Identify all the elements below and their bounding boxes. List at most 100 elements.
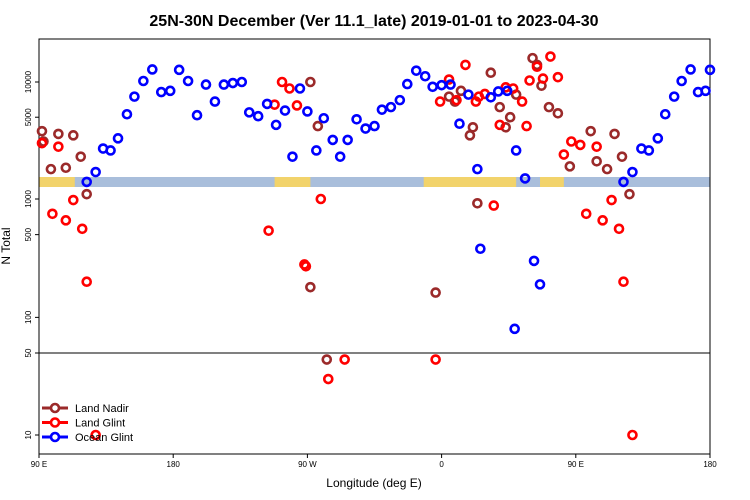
land-glint-legend-marker bbox=[49, 417, 61, 428]
ocean-glint-legend-marker bbox=[49, 431, 61, 443]
ocean-glint-point bbox=[302, 106, 313, 117]
land-nadir-point bbox=[616, 151, 628, 162]
ocean-glint-point bbox=[436, 79, 447, 91]
land-glint-point bbox=[339, 354, 350, 365]
ocean-glint-point bbox=[311, 145, 322, 156]
ocean-glint-point bbox=[173, 64, 185, 76]
land-nadir-point bbox=[53, 128, 64, 140]
ocean-glint-point bbox=[182, 75, 194, 87]
ocean-glint-point bbox=[492, 86, 504, 97]
ocean-glint-point bbox=[112, 133, 124, 144]
ocean-glint-point bbox=[121, 108, 133, 120]
ocean-glint-point bbox=[200, 79, 212, 90]
ocean-glint-point bbox=[252, 110, 264, 122]
ocean-glint-point bbox=[410, 65, 422, 76]
land-glint-point bbox=[451, 94, 462, 106]
land-glint-point bbox=[276, 76, 288, 88]
ocean-glint-point bbox=[227, 77, 239, 89]
land-nadir-point bbox=[305, 76, 316, 88]
land-glint-point bbox=[47, 208, 58, 220]
land-glint-legend-label: Land Glint bbox=[75, 418, 125, 430]
ocean-glint-point bbox=[618, 176, 629, 188]
y-tick-label: 500 bbox=[24, 227, 33, 241]
ocean-glint-point bbox=[287, 151, 298, 162]
ocean-glint-point bbox=[81, 176, 93, 188]
land-glint-point bbox=[322, 373, 334, 385]
land-nadir-point bbox=[36, 125, 48, 137]
ocean-glint-point bbox=[668, 91, 680, 102]
land-glint-point bbox=[516, 96, 528, 107]
land-nadir-point bbox=[467, 122, 479, 133]
y-axis-label: N Total bbox=[0, 227, 13, 264]
ocean-glint-point bbox=[261, 98, 273, 110]
ocean-glint-point bbox=[519, 173, 531, 184]
land-glint-point bbox=[494, 119, 506, 131]
ocean-glint-point bbox=[485, 91, 497, 103]
ocean-glint-point bbox=[652, 133, 664, 144]
land-glint-point bbox=[53, 141, 64, 152]
land-glint-point bbox=[488, 200, 500, 211]
ocean-glint-point bbox=[279, 105, 291, 116]
ocean-glint-point bbox=[454, 118, 465, 130]
land-nadir-point bbox=[494, 101, 506, 113]
ocean-glint-point bbox=[472, 163, 483, 175]
land-nadir-point bbox=[552, 108, 564, 119]
ocean-glint-point bbox=[236, 76, 248, 88]
land-nadir-point bbox=[601, 163, 613, 175]
land-glint-point bbox=[558, 149, 570, 160]
ocean-glint-point bbox=[659, 108, 671, 120]
land-band-segment bbox=[423, 177, 517, 187]
ocean-glint-point bbox=[209, 96, 221, 107]
land-glint-point bbox=[552, 71, 564, 83]
ocean-glint-point bbox=[419, 70, 431, 82]
land-glint-point bbox=[545, 51, 556, 62]
land-nadir-point bbox=[609, 128, 620, 140]
ocean-glint-point bbox=[394, 94, 406, 106]
y-tick-label: 5000 bbox=[24, 108, 33, 126]
land-band-segment bbox=[274, 177, 311, 187]
ocean-glint-point bbox=[155, 86, 167, 98]
ocean-glint-point bbox=[385, 101, 397, 113]
lower-panel-frame bbox=[38, 352, 711, 455]
ocean-glint-point bbox=[510, 145, 522, 156]
land-nadir-point bbox=[585, 125, 597, 137]
land-glint-point bbox=[531, 61, 543, 73]
land-glint-point bbox=[81, 276, 93, 288]
ocean-glint-point bbox=[342, 134, 353, 146]
land-nadir-point bbox=[75, 151, 87, 162]
land-nadir-point bbox=[312, 120, 324, 132]
land-nadir-legend-label: Land Nadir bbox=[75, 403, 129, 415]
land-glint-point bbox=[537, 73, 549, 84]
land-glint-point bbox=[460, 59, 471, 71]
ocean-glint-point bbox=[294, 83, 306, 94]
y-tick-label: 1000 bbox=[24, 190, 33, 208]
land-nadir-point bbox=[485, 67, 497, 79]
ocean-glint-point bbox=[334, 151, 346, 162]
data-points bbox=[36, 51, 716, 441]
ocean-glint-point bbox=[105, 145, 116, 156]
land-glint-point bbox=[263, 225, 274, 236]
x-axis-label: Longitude (deg E) bbox=[326, 476, 421, 490]
land-nadir-point bbox=[472, 197, 483, 209]
land-nadir-point bbox=[591, 156, 602, 167]
ocean-glint-point bbox=[627, 166, 638, 178]
x-tick-label: 180 bbox=[703, 460, 717, 469]
land-nadir-legend-marker bbox=[49, 402, 61, 414]
x-tick-label: 90 W bbox=[298, 460, 317, 469]
ocean-glint-point bbox=[138, 75, 149, 87]
ocean-glint-point bbox=[191, 109, 203, 121]
land-band-segment bbox=[540, 177, 564, 187]
y-tick-label: 50 bbox=[24, 348, 33, 357]
ocean-glint-point bbox=[475, 243, 486, 255]
land-glint-point bbox=[618, 276, 629, 288]
ocean-glint-point bbox=[360, 123, 371, 134]
land-glint-point bbox=[291, 100, 303, 111]
land-glint-point bbox=[434, 96, 446, 107]
ocean-glint-point bbox=[376, 104, 388, 115]
ocean-glint-point bbox=[270, 119, 282, 131]
ocean-glint-point bbox=[643, 145, 655, 156]
x-tick-label: 180 bbox=[167, 460, 181, 469]
ocean-glint-point bbox=[501, 85, 513, 97]
land-glint-point bbox=[315, 193, 327, 205]
